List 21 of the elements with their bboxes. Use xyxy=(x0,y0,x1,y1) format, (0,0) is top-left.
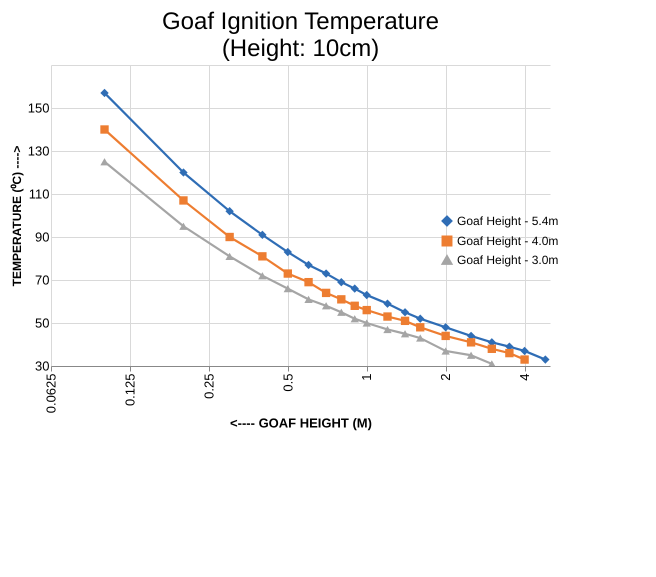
legend-label: Goaf Height - 5.4m xyxy=(457,214,558,228)
chart-subtitle: (Height: 10cm) xyxy=(222,35,380,62)
y-tick-label: 110 xyxy=(28,186,50,202)
x-tick-label: 0.5 xyxy=(280,374,296,392)
y-tick-label: 150 xyxy=(28,100,50,116)
x-tick-label: 1 xyxy=(359,374,374,381)
x-axis-title: <---- GOAF HEIGHT (M) xyxy=(230,415,372,430)
x-tick-label: 0.0625 xyxy=(44,374,58,414)
y-tick-label: 90 xyxy=(35,230,50,244)
y-tick-label: 130 xyxy=(28,144,50,158)
chart-title: Goaf Ignition Temperature xyxy=(162,8,440,35)
x-tick-label: 2 xyxy=(438,374,454,381)
y-tick-label: 50 xyxy=(35,316,50,330)
legend-label: Goaf Height - 4.0m xyxy=(457,234,558,248)
x-tick-label: 0.25 xyxy=(201,374,216,399)
x-tick-label: 0.125 xyxy=(122,374,138,406)
legend-label: Goaf Height - 3.0m xyxy=(457,253,558,267)
y-tick-label: 70 xyxy=(35,272,50,288)
y-tick-label: 30 xyxy=(35,358,50,374)
x-tick-label: 4 xyxy=(517,374,532,381)
y-axis-title: TEMPERATURE (⁰C) ----> xyxy=(10,146,24,286)
